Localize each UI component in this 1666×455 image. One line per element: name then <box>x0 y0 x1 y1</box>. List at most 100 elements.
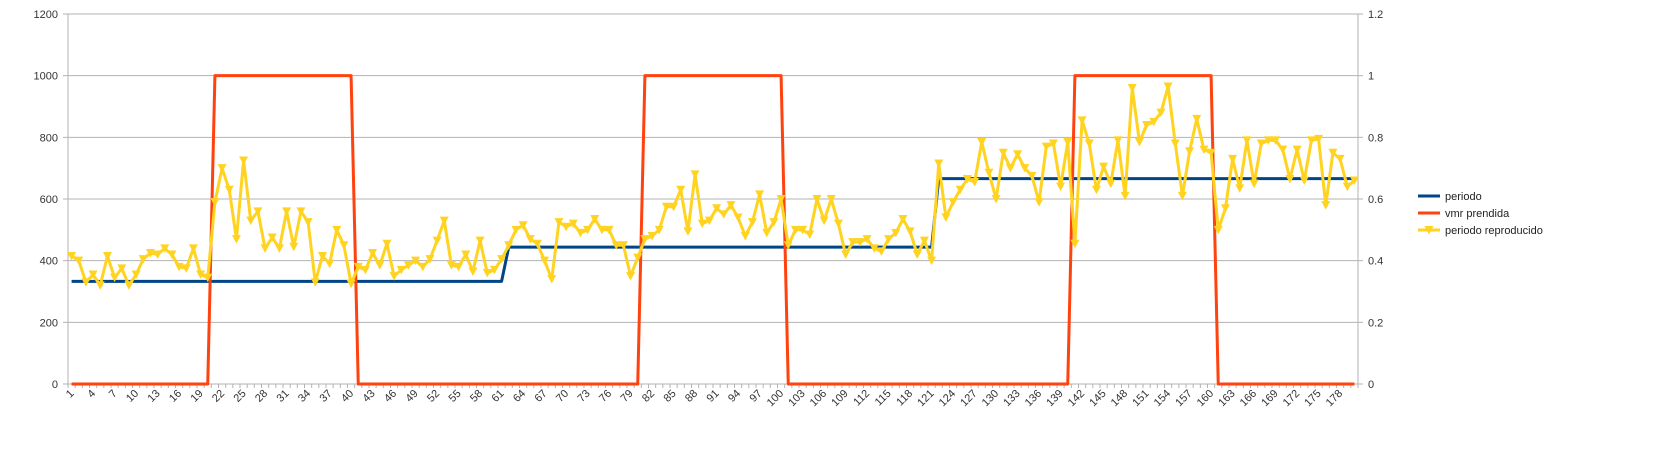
series-1 <box>71 177 1355 283</box>
data-point <box>1335 154 1345 164</box>
data-point <box>375 261 385 270</box>
data-point <box>590 215 600 224</box>
data-point <box>1027 171 1037 181</box>
data-point <box>690 170 700 179</box>
x-tick-label: 61 <box>490 388 507 405</box>
series-3 <box>67 82 1359 290</box>
data-point <box>1120 191 1130 201</box>
data-point <box>891 228 901 238</box>
data-point <box>769 218 779 227</box>
data-point <box>303 218 313 227</box>
data-point <box>1156 108 1166 118</box>
left-y-tick-labels: 0 200 400 600 800 1000 1200 <box>34 9 58 391</box>
data-point <box>1056 182 1066 192</box>
data-point <box>704 216 714 226</box>
data-point <box>1177 191 1187 201</box>
data-point <box>726 201 736 210</box>
data-point <box>848 238 858 247</box>
data-point <box>955 185 965 195</box>
data-point <box>919 236 929 246</box>
data-point <box>468 267 478 276</box>
data-point <box>1091 185 1101 195</box>
data-point <box>927 256 937 266</box>
x-tick-label: 121 <box>915 388 936 409</box>
x-tick-label: 109 <box>829 388 850 409</box>
data-point <box>1020 164 1030 173</box>
x-tick-label: 13 <box>146 388 163 405</box>
data-point <box>747 218 757 227</box>
legend-item: periodo reproducido <box>1418 225 1543 237</box>
data-point <box>740 232 750 241</box>
series-2 <box>71 74 1355 386</box>
data-point <box>1163 82 1173 91</box>
x-tick-label: 70 <box>554 388 571 405</box>
data-point <box>970 178 980 187</box>
data-point <box>683 227 693 236</box>
x-tick-label: 16 <box>167 388 184 405</box>
data-point <box>239 156 249 165</box>
x-tick-label: 49 <box>404 388 421 405</box>
data-point <box>719 210 729 219</box>
x-tick-label: 172 <box>1281 388 1302 409</box>
x-tick-label: 82 <box>640 388 657 405</box>
data-point <box>676 185 686 195</box>
x-tick-label: 10 <box>124 388 141 405</box>
data-point <box>1084 139 1094 148</box>
data-point <box>1271 136 1281 145</box>
x-tick-label: 28 <box>253 388 270 405</box>
right-y-tick-label: 0.4 <box>1368 256 1383 268</box>
data-point <box>1235 184 1245 193</box>
data-point <box>998 148 1008 158</box>
data-point <box>712 204 722 213</box>
data-point <box>1306 136 1316 145</box>
data-point <box>1256 139 1266 148</box>
x-tick-label: 145 <box>1087 388 1108 409</box>
data-point <box>411 256 421 266</box>
series <box>67 74 1359 386</box>
right-y-tick-labels: 0 0.2 0.4 0.6 0.8 1 1.2 <box>1368 9 1383 391</box>
data-point <box>1005 164 1015 173</box>
data-point <box>1034 198 1044 207</box>
data-point <box>389 272 399 281</box>
legend: periodo vmr prendida periodo reproducido <box>1418 191 1543 237</box>
data-point <box>554 218 564 227</box>
data-point <box>403 261 413 270</box>
x-tick-label: 46 <box>382 388 399 405</box>
left-y-tick-label: 1200 <box>34 9 58 21</box>
x-tick-label: 4 <box>85 388 98 401</box>
data-point <box>776 195 786 204</box>
x-tick-label: 178 <box>1324 388 1345 409</box>
data-point <box>604 225 614 235</box>
data-point <box>984 168 994 178</box>
data-point <box>640 235 650 244</box>
data-point <box>418 262 428 272</box>
x-tick-labels: 1 4 7 10 13 16 19 22 25 28 31 34 37 40 43 46 49 52 55 58 61 6… <box>64 388 1345 409</box>
x-tick-label: 103 <box>786 388 807 409</box>
legend-label: periodo reproducido <box>1445 225 1543 237</box>
x-tick-label: 79 <box>619 388 636 405</box>
data-point <box>1242 136 1252 145</box>
data-point <box>131 270 141 280</box>
x-tick-label: 118 <box>894 388 915 409</box>
data-point <box>145 248 155 258</box>
data-point <box>353 262 363 272</box>
data-point <box>755 190 765 199</box>
data-point <box>855 238 865 247</box>
data-point <box>489 265 499 275</box>
data-point <box>167 250 177 259</box>
data-point <box>962 174 972 184</box>
data-point <box>446 261 456 270</box>
data-point <box>669 202 679 212</box>
data-point <box>798 225 808 235</box>
series-line <box>71 74 1355 386</box>
legend-item: vmr prendida <box>1418 208 1510 220</box>
data-point <box>525 235 535 244</box>
data-point <box>1142 121 1152 130</box>
left-y-tick-label: 0 <box>52 379 58 391</box>
left-y-tick-label: 400 <box>40 256 58 268</box>
data-point <box>203 273 213 283</box>
data-point <box>1149 117 1159 127</box>
left-y-tick-label: 1000 <box>34 71 58 83</box>
data-point <box>110 273 120 283</box>
